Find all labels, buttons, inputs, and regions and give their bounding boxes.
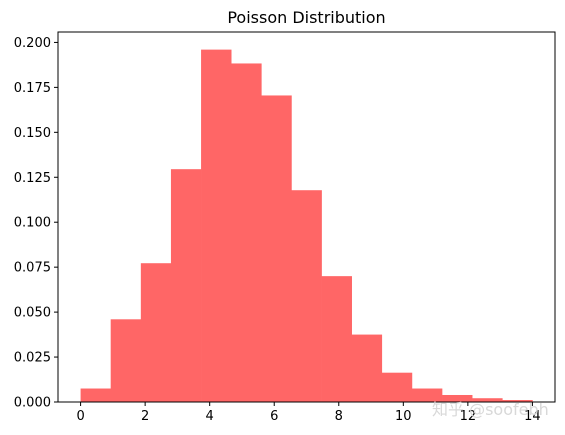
histogram-bar xyxy=(261,95,292,403)
x-tick-label: 0 xyxy=(76,409,84,424)
x-tick-label: 8 xyxy=(335,409,343,424)
axes-frame xyxy=(57,31,556,403)
y-tick-label: 0.025 xyxy=(14,351,51,366)
histogram-bar xyxy=(502,400,533,402)
x-tick-label: 6 xyxy=(270,409,278,424)
y-tick-label: 0.150 xyxy=(14,126,51,141)
x-tick-label: 12 xyxy=(460,409,477,424)
x-tick-label: 10 xyxy=(395,409,412,424)
x-tick-label: 14 xyxy=(524,409,541,424)
x-tick-label: 4 xyxy=(206,409,214,424)
x-tick-label: 2 xyxy=(141,409,149,424)
histogram-bar xyxy=(170,169,202,402)
y-tick-label: 0.175 xyxy=(14,81,51,96)
histogram-bar xyxy=(201,49,232,403)
histogram-bar xyxy=(110,319,142,402)
chart-title: Poisson Distribution xyxy=(227,8,385,27)
histogram-bar xyxy=(291,190,322,402)
y-tick-label: 0.200 xyxy=(14,36,51,51)
histogram-bar xyxy=(140,263,172,402)
y-axis-ticks: 0.000 0.025 0.050 0.075 0.100 0.125 0.150 0.175… xyxy=(14,36,58,411)
histogram-bar xyxy=(351,334,383,402)
histogram-bar xyxy=(381,372,413,402)
y-tick-label: 0.125 xyxy=(14,171,51,186)
histogram-bar xyxy=(80,388,111,402)
y-tick-label: 0.075 xyxy=(14,261,51,276)
x-axis-ticks: 0 2 4 6 8 10 12 14 xyxy=(76,402,541,424)
y-tick-label: 0.000 xyxy=(14,396,51,411)
histogram-bar xyxy=(321,276,352,402)
histogram-bar xyxy=(231,63,262,403)
histogram-bar xyxy=(411,388,443,402)
histogram-bar xyxy=(472,398,503,402)
histogram-bar xyxy=(442,394,473,402)
watermark-text: 知乎 @soofebh xyxy=(432,400,549,419)
histogram-bars xyxy=(80,49,533,403)
y-tick-label: 0.050 xyxy=(14,306,51,321)
y-tick-label: 0.100 xyxy=(14,216,51,231)
